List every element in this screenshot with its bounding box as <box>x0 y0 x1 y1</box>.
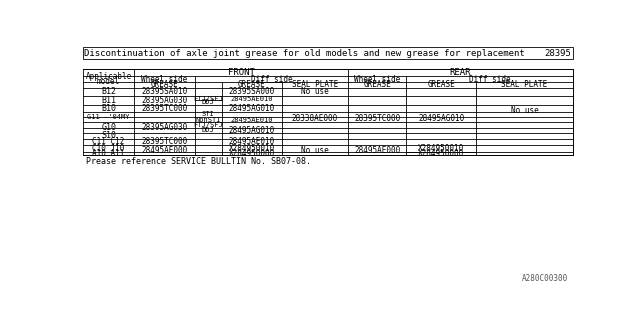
Text: 28395AG030: 28395AG030 <box>141 96 188 105</box>
Text: X284950000: X284950000 <box>228 149 275 158</box>
Text: NonSTI: NonSTI <box>195 116 221 123</box>
Text: SEAL PLATE: SEAL PLATE <box>292 81 338 90</box>
Text: 28395TC000: 28395TC000 <box>141 104 188 113</box>
Text: 28495AG010: 28495AG010 <box>228 104 275 113</box>
Text: B10: B10 <box>101 104 116 113</box>
Text: 28395AG030: 28395AG030 <box>141 123 188 132</box>
Text: 28495AE010: 28495AE010 <box>230 116 273 123</box>
Text: DDJ: DDJ <box>202 127 214 133</box>
Text: Diff side: Diff side <box>468 75 511 84</box>
Text: 28338AE000: 28338AE000 <box>292 114 338 124</box>
Text: X284950010: X284950010 <box>228 144 275 153</box>
Text: GREASE: GREASE <box>428 81 455 90</box>
Text: model: model <box>97 77 120 86</box>
Text: Wheel side: Wheel side <box>354 75 401 84</box>
Text: 28395: 28395 <box>544 49 571 58</box>
Text: SEAL PLATE: SEAL PLATE <box>501 81 548 90</box>
Text: No use: No use <box>301 87 329 96</box>
Text: 28495AG010: 28495AG010 <box>418 114 464 124</box>
Text: FTJ/SFJ: FTJ/SFJ <box>193 122 223 128</box>
Text: No use: No use <box>301 146 329 155</box>
Text: GREASE: GREASE <box>364 81 391 90</box>
Text: FRONT: FRONT <box>228 68 255 77</box>
Text: REAR: REAR <box>450 68 471 77</box>
Text: Prease reference SERVICE BULLTIN No. SB07-08.: Prease reference SERVICE BULLTIN No. SB0… <box>86 157 311 166</box>
Text: GREASE: GREASE <box>150 81 179 90</box>
Text: G11 -'04MY: G11 -'04MY <box>88 114 130 120</box>
Text: 28495AG010: 28495AG010 <box>228 126 275 135</box>
Bar <box>83 47 573 59</box>
Text: C10 J10: C10 J10 <box>93 144 125 153</box>
Text: GREASE: GREASE <box>238 81 266 90</box>
Text: 28495AE010: 28495AE010 <box>230 96 273 102</box>
Text: Discontinuation of axle joint grease for old models and new grease for replaceme: Discontinuation of axle joint grease for… <box>84 49 525 58</box>
Text: C11 C12: C11 C12 <box>93 138 125 147</box>
Text: Diff side: Diff side <box>251 75 292 84</box>
Text: X284950010: X284950010 <box>418 144 464 153</box>
Bar <box>83 69 573 156</box>
Text: X284950000: X284950000 <box>418 149 464 158</box>
Text: Wheel side: Wheel side <box>141 75 188 84</box>
Text: A10 A11: A10 A11 <box>93 149 125 158</box>
Text: B11: B11 <box>101 96 116 105</box>
Text: 28495AE000: 28495AE000 <box>354 146 401 155</box>
Text: STI: STI <box>202 111 214 117</box>
Text: 28395TC000: 28395TC000 <box>141 138 188 147</box>
Text: 28395TC000: 28395TC000 <box>354 114 401 124</box>
Text: No use: No use <box>511 106 538 115</box>
Text: A280C00300: A280C00300 <box>522 274 568 283</box>
Text: G10: G10 <box>101 123 116 132</box>
Text: 28495AE010: 28495AE010 <box>228 138 275 147</box>
Text: Applicable: Applicable <box>86 72 132 81</box>
Text: 28395SA010: 28395SA010 <box>141 87 188 96</box>
Text: DDJ: DDJ <box>202 99 214 105</box>
Text: 28395SA000: 28395SA000 <box>228 87 275 96</box>
Text: FTJ/SFJ: FTJ/SFJ <box>193 96 223 102</box>
Text: S10: S10 <box>101 131 116 140</box>
Text: B12: B12 <box>101 87 116 96</box>
Text: 28495AE000: 28495AE000 <box>141 146 188 155</box>
